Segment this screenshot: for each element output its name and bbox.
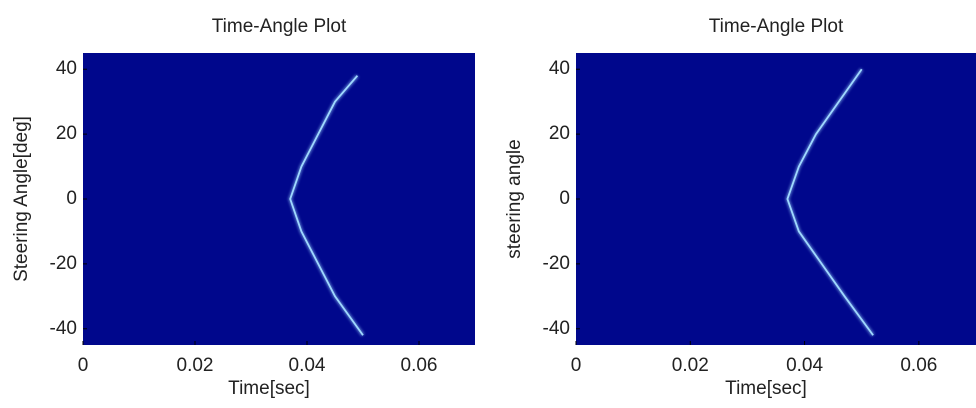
plot-background [83, 53, 475, 345]
chart-title: Time-Angle Plot [212, 16, 347, 37]
y-tick-label: 20 [549, 123, 570, 144]
curve [786, 68, 874, 336]
x-tick-label: 0.04 [786, 355, 823, 376]
x-axis-label: Time[sec] [228, 378, 310, 399]
x-tick-label: 0 [78, 355, 89, 376]
chart-title: Time-Angle Plot [709, 16, 844, 37]
x-tick-label: 0.06 [900, 355, 937, 376]
y-tick-label: -40 [543, 318, 570, 339]
x-tick-label: 0.02 [177, 355, 214, 376]
y-tick-label: -40 [50, 318, 77, 339]
y-tick-label: 40 [549, 58, 570, 79]
y-axis-label: Steering Angle[deg] [11, 116, 32, 282]
curve [289, 75, 364, 336]
y-axis-label: steering angle [504, 139, 525, 258]
y-tick-label: 0 [559, 188, 570, 209]
plot-background [576, 53, 976, 345]
y-tick-label: -20 [543, 253, 570, 274]
x-tick-label: 0.04 [289, 355, 326, 376]
y-tick-label: 20 [56, 123, 77, 144]
x-axis-label: Time[sec] [725, 378, 807, 399]
y-tick-label: -20 [50, 253, 77, 274]
y-tick-label: 0 [66, 188, 77, 209]
y-tick-label: 40 [56, 58, 77, 79]
x-tick-label: 0 [571, 355, 582, 376]
x-tick-label: 0.06 [401, 355, 438, 376]
x-tick-label: 0.02 [672, 355, 709, 376]
